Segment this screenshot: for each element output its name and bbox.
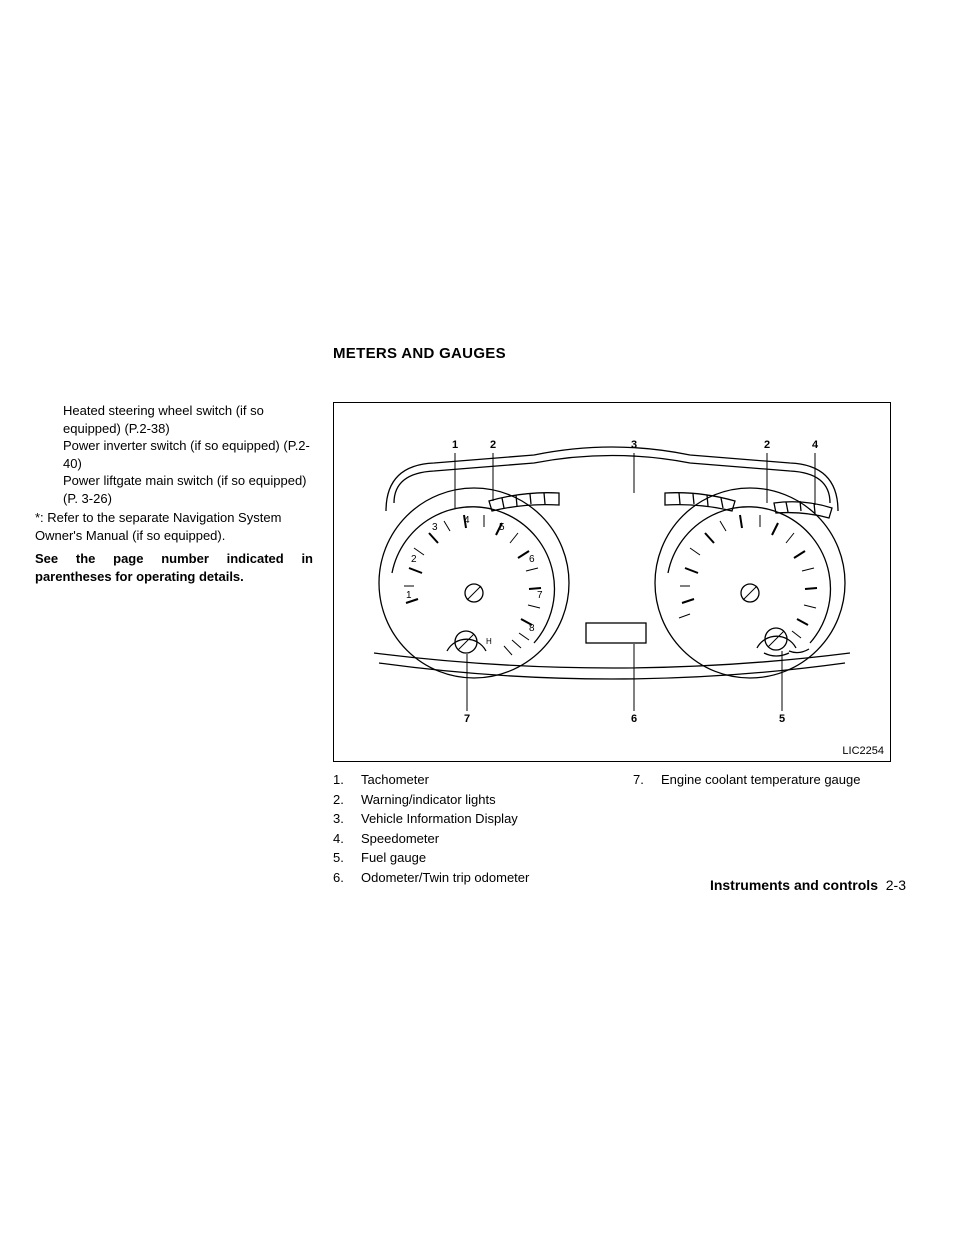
legend-4: 4.Speedometer xyxy=(333,829,633,849)
legend-2: 2.Warning/indicator lights xyxy=(333,790,633,810)
nav-note: *: Refer to the separate Navigation Syst… xyxy=(35,509,313,544)
callout-2-top-left: 2 xyxy=(490,439,496,451)
tach-1: 1 xyxy=(406,590,412,601)
switch-line-2: Power inverter switch (if so equipped) (… xyxy=(35,437,313,472)
callout-2-top-right: 2 xyxy=(764,439,770,451)
figure-code: LIC2254 xyxy=(842,745,884,757)
tach-5: 5 xyxy=(499,522,505,533)
switch-line-3: Power liftgate main switch (if so equipp… xyxy=(35,472,313,507)
callout-4-top: 4 xyxy=(812,439,818,451)
gauge-cluster-svg xyxy=(334,403,890,761)
tach-7: 7 xyxy=(537,590,543,601)
left-column: Heated steering wheel switch (if so equi… xyxy=(35,402,333,585)
callout-3-top: 3 xyxy=(631,439,637,451)
bold-note: See the page number indicated in parenth… xyxy=(35,550,313,585)
tach-3: 3 xyxy=(432,522,438,533)
legend-3: 3.Vehicle Information Display xyxy=(333,809,633,829)
legend-6: 6.Odometer/Twin trip odometer xyxy=(333,868,633,888)
callout-5-bottom: 5 xyxy=(779,713,785,725)
callout-6-bottom: 6 xyxy=(631,713,637,725)
page-footer: Instruments and controls 2-3 xyxy=(710,877,906,893)
gauge-figure: 1 2 3 2 4 7 6 5 1 2 3 4 5 6 7 8 H LIC225… xyxy=(333,402,891,762)
tach-8: 8 xyxy=(529,623,535,634)
tach-6: 6 xyxy=(529,554,535,565)
tach-4: 4 xyxy=(464,515,470,526)
callout-7-bottom: 7 xyxy=(464,713,470,725)
switch-line-1: Heated steering wheel switch (if so equi… xyxy=(35,402,313,437)
legend: 1.Tachometer 2.Warning/indicator lights … xyxy=(333,770,919,887)
callout-1-top: 1 xyxy=(452,439,458,451)
footer-page: 2-3 xyxy=(886,877,906,893)
legend-1: 1.Tachometer xyxy=(333,770,633,790)
fuel-h: H xyxy=(486,637,492,646)
right-column: 1 2 3 2 4 7 6 5 1 2 3 4 5 6 7 8 H LIC225… xyxy=(333,402,919,887)
footer-section: Instruments and controls xyxy=(710,877,878,893)
legend-7: 7.Engine coolant temperature gauge xyxy=(633,770,919,790)
tach-2: 2 xyxy=(411,554,417,565)
legend-5: 5.Fuel gauge xyxy=(333,848,633,868)
section-heading: METERS AND GAUGES xyxy=(333,345,919,362)
